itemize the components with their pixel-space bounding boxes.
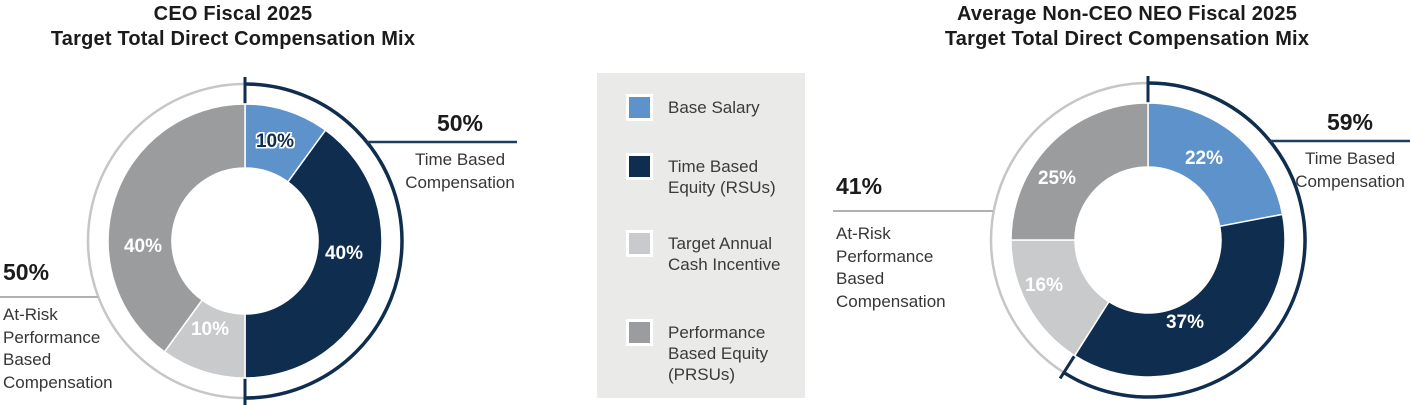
segment-value-label: 25%: [1037, 168, 1077, 189]
segment-value-label: 10%: [255, 131, 295, 152]
segment-value-label: 10%: [190, 319, 230, 340]
donut-segment: [1073, 213, 1286, 378]
performance-equity-swatch-icon: [626, 319, 653, 346]
neo-at-risk-label: At-Risk Performance Based Compensation: [836, 224, 946, 311]
legend-item-cash-incentive: Target Annual Cash Incentive: [626, 230, 805, 275]
legend-item-performance-equity: Performance Based Equity (PRSUs): [626, 319, 805, 385]
ceo-at-risk-percent: 50%: [3, 259, 50, 285]
legend: Base Salary Time Based Equity (RSUs) Tar…: [597, 73, 805, 398]
legend-label: Target Annual Cash Incentive: [668, 234, 781, 274]
legend-label: Time Based Equity (RSUs): [668, 157, 776, 197]
segment-value-label: 22%: [1184, 148, 1224, 169]
ceo-time-based-callout: 50% Time Based Compensation: [402, 110, 518, 194]
cash-incentive-swatch-icon: [626, 230, 653, 257]
neo-time-based-callout: 59% Time Based Compensation: [1292, 109, 1408, 193]
neo-time-based-percent: 59%: [1326, 109, 1374, 135]
ceo-chart-title: CEO Fiscal 2025 Target Total Direct Comp…: [50, 3, 416, 50]
legend-item-base-salary: Base Salary: [626, 94, 805, 121]
legend-label: Base Salary: [668, 98, 760, 117]
segment-value-label: 40%: [123, 236, 163, 257]
legend-item-time-based-equity: Time Based Equity (RSUs): [626, 153, 805, 198]
base-salary-swatch-icon: [626, 94, 653, 121]
ring-boundary-tick: [1058, 352, 1078, 380]
ceo-time-based-label: Time Based Compensation: [405, 150, 515, 192]
neo-at-risk-percent: 41%: [836, 173, 883, 199]
neo-at-risk-callout: 41% At-Risk Performance Based Compensati…: [836, 171, 1006, 313]
time-based-outer-arc: [1062, 81, 1307, 399]
legend-label: Performance Based Equity (PRSUs): [668, 323, 769, 384]
segment-value-label: 16%: [1024, 275, 1064, 296]
donut-segment: [1010, 102, 1149, 241]
ceo-at-risk-callout: 50% At-Risk Performance Based Compensati…: [3, 257, 173, 394]
ceo-at-risk-label: At-Risk Performance Based Compensation: [3, 305, 113, 392]
donut-segment: [1010, 239, 1110, 357]
time-based-equity-swatch-icon: [626, 153, 653, 180]
at-risk-outer-arc: [989, 81, 1149, 374]
ceo-time-based-percent: 50%: [436, 110, 484, 136]
segment-value-label: 40%: [324, 243, 364, 264]
segment-value-label: 37%: [1165, 312, 1205, 333]
neo-chart-title: Average Non-CEO NEO Fiscal 2025 Target T…: [944, 3, 1310, 50]
neo-time-based-label: Time Based Compensation: [1295, 149, 1405, 191]
